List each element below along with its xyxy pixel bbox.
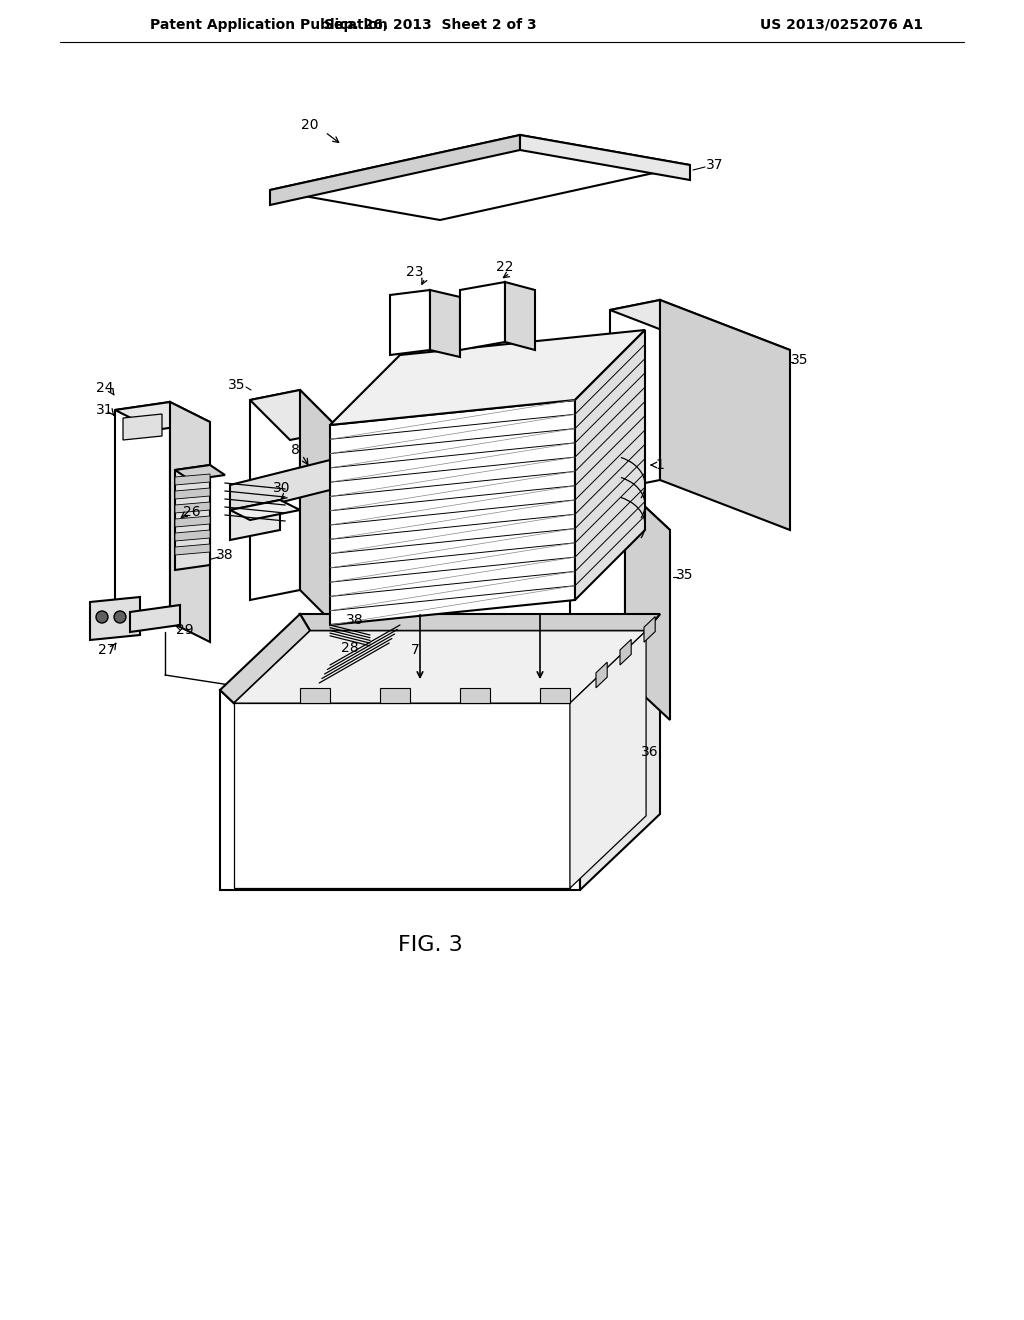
Text: 36: 36 (641, 744, 658, 759)
Polygon shape (115, 403, 170, 630)
Circle shape (96, 611, 108, 623)
Polygon shape (610, 300, 790, 360)
Polygon shape (170, 403, 210, 642)
Polygon shape (570, 631, 646, 888)
Polygon shape (123, 414, 162, 440)
Polygon shape (270, 135, 520, 205)
Polygon shape (175, 531, 210, 541)
Polygon shape (430, 290, 460, 356)
Text: US 2013/0252076 A1: US 2013/0252076 A1 (760, 18, 923, 32)
Text: 22: 22 (497, 260, 514, 275)
Text: 24: 24 (96, 381, 114, 395)
Polygon shape (460, 282, 505, 350)
Polygon shape (596, 663, 607, 688)
Polygon shape (115, 403, 210, 430)
Polygon shape (625, 488, 670, 719)
Text: 35: 35 (676, 568, 693, 582)
Polygon shape (460, 688, 490, 704)
Polygon shape (300, 688, 330, 704)
Text: 35: 35 (792, 352, 809, 367)
Text: 1: 1 (655, 458, 665, 473)
Polygon shape (570, 488, 625, 690)
Polygon shape (175, 502, 210, 513)
Polygon shape (660, 300, 790, 531)
Circle shape (114, 611, 126, 623)
Polygon shape (520, 135, 690, 180)
Polygon shape (570, 488, 670, 543)
Polygon shape (220, 690, 580, 704)
Text: FIG. 3: FIG. 3 (397, 935, 463, 954)
Polygon shape (644, 616, 655, 643)
Polygon shape (220, 690, 580, 890)
Polygon shape (220, 614, 310, 704)
Polygon shape (175, 474, 210, 484)
Polygon shape (390, 290, 430, 355)
Polygon shape (90, 597, 140, 640)
Polygon shape (250, 389, 340, 440)
Text: 27: 27 (98, 643, 116, 657)
Polygon shape (620, 639, 631, 665)
Polygon shape (175, 516, 210, 527)
Text: 29: 29 (176, 623, 194, 638)
Polygon shape (175, 465, 225, 480)
Text: Patent Application Publication: Patent Application Publication (150, 18, 388, 32)
Polygon shape (175, 544, 210, 554)
Polygon shape (330, 330, 645, 425)
Polygon shape (580, 614, 660, 890)
Polygon shape (233, 704, 570, 888)
Polygon shape (380, 688, 410, 704)
Polygon shape (270, 135, 690, 220)
Text: 28: 28 (341, 642, 358, 655)
Polygon shape (610, 300, 660, 490)
Polygon shape (175, 465, 210, 570)
Polygon shape (570, 614, 660, 704)
Polygon shape (130, 605, 180, 632)
Polygon shape (230, 500, 300, 520)
Text: 23: 23 (407, 265, 424, 279)
Polygon shape (505, 282, 535, 350)
Text: 20: 20 (301, 117, 318, 132)
Text: 38: 38 (346, 612, 364, 627)
Text: 26: 26 (183, 506, 201, 519)
Polygon shape (250, 389, 300, 601)
Polygon shape (330, 400, 575, 624)
Text: 30: 30 (273, 480, 291, 495)
Text: Sep. 26, 2013  Sheet 2 of 3: Sep. 26, 2013 Sheet 2 of 3 (324, 18, 537, 32)
Text: 31: 31 (96, 403, 114, 417)
Polygon shape (230, 459, 330, 515)
Polygon shape (175, 488, 210, 499)
Text: 37: 37 (707, 158, 724, 172)
Text: 35: 35 (228, 378, 246, 392)
Text: 7: 7 (411, 643, 420, 657)
Polygon shape (575, 330, 645, 601)
Polygon shape (233, 631, 646, 704)
Polygon shape (300, 389, 340, 630)
Polygon shape (300, 614, 660, 631)
Polygon shape (540, 688, 570, 704)
Text: 8: 8 (291, 444, 299, 457)
Text: 38: 38 (216, 548, 233, 562)
Polygon shape (230, 500, 280, 540)
